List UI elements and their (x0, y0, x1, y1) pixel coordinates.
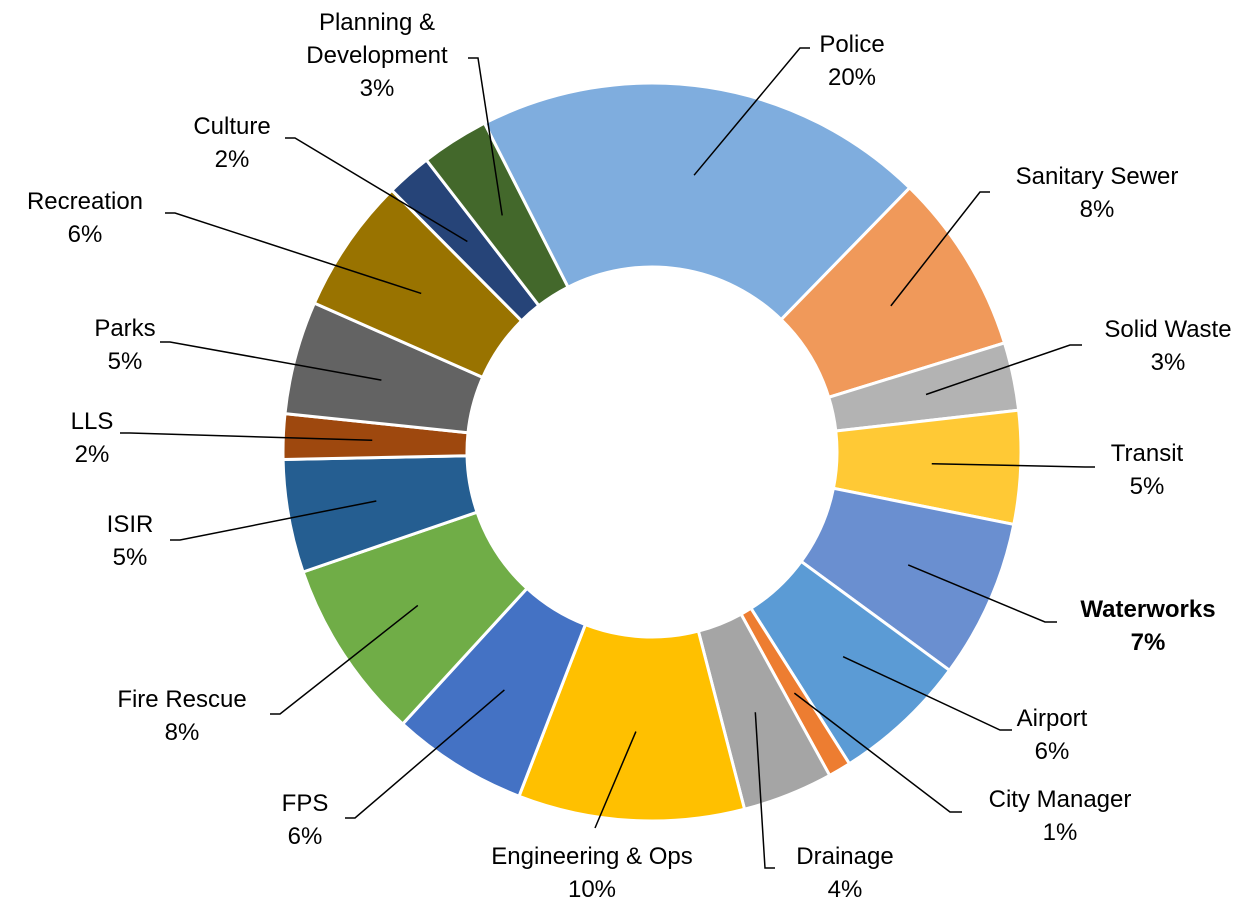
data-label: LLS 2% (71, 405, 114, 471)
category-label: Airport (1016, 705, 1088, 732)
value-label: 20% (827, 64, 877, 91)
value-label: 8% (164, 719, 200, 746)
data-label: Engineering & Ops 10% (491, 840, 692, 897)
data-label: Solid Waste 3% (1104, 313, 1231, 379)
data-label: Airport 6% (1017, 702, 1088, 768)
data-label: Transit 5% (1111, 437, 1183, 503)
value-label: 6% (67, 221, 103, 248)
category-label: Recreation (26, 188, 144, 215)
value-label: 3% (359, 75, 395, 102)
leader-line (754, 712, 775, 869)
value-label: 5% (112, 544, 148, 571)
leader-line (120, 432, 373, 441)
leader-line (793, 692, 962, 813)
category-label: ISIR (106, 511, 154, 538)
data-label: Fire Rescue 8% (117, 683, 246, 749)
data-label: Waterworks 7% (1080, 593, 1215, 659)
leader-line (890, 191, 990, 307)
leader-line (907, 564, 1057, 623)
leader-line (160, 341, 382, 381)
data-label: City Manager 1% (989, 783, 1132, 849)
leader-line (693, 47, 810, 176)
data-label: Sanitary Sewer 8% (1016, 160, 1179, 226)
category-label: Parks (94, 315, 156, 342)
category-label: Sanitary Sewer (1015, 163, 1179, 190)
value-label: 6% (287, 823, 323, 850)
leader-line (594, 731, 637, 829)
donut-slice (482, 81, 912, 322)
value-label: 2% (74, 441, 110, 468)
category-label: Police (819, 31, 885, 58)
value-label: 4% (827, 876, 863, 897)
leader-line (165, 212, 422, 295)
category-label: Transit (1110, 440, 1184, 467)
data-label: Police 20% (819, 28, 884, 94)
category-label: Drainage (796, 843, 894, 870)
value-label: 2% (214, 146, 250, 173)
leader-line (285, 137, 468, 243)
data-label: Parks 5% (94, 312, 155, 378)
value-label: 8% (1079, 196, 1115, 223)
category-label: Solid Waste (1104, 316, 1232, 343)
category-label: Fire Rescue (117, 686, 247, 713)
leader-line (925, 344, 1082, 396)
leader-line (270, 604, 419, 715)
data-label: Planning & Development 3% (282, 6, 472, 105)
data-label: Recreation 6% (27, 185, 143, 251)
value-label: 6% (1034, 738, 1070, 765)
leader-line (170, 500, 377, 541)
category-label: Engineering & Ops (491, 843, 693, 870)
leader-line (345, 689, 505, 819)
value-label: 10% (567, 876, 617, 897)
data-label: ISIR 5% (107, 508, 154, 574)
value-label: 5% (107, 348, 143, 375)
leader-line (842, 655, 1012, 731)
category-label: Waterworks (1080, 596, 1216, 623)
value-label: 7% (1130, 629, 1166, 656)
category-label: City Manager (988, 786, 1132, 813)
value-label: 3% (1150, 349, 1186, 376)
value-label: 5% (1129, 473, 1165, 500)
data-label: Culture 2% (193, 110, 270, 176)
category-label: Planning & Development (306, 9, 448, 69)
value-label: 1% (1042, 819, 1078, 846)
data-label: Drainage 4% (796, 840, 893, 897)
data-label: FPS 6% (282, 787, 329, 853)
category-label: LLS (70, 408, 114, 435)
category-label: Culture (193, 113, 271, 140)
donut-slice (424, 121, 571, 308)
leader-line (931, 463, 1095, 468)
category-label: FPS (281, 790, 329, 817)
leader-line (468, 57, 503, 216)
